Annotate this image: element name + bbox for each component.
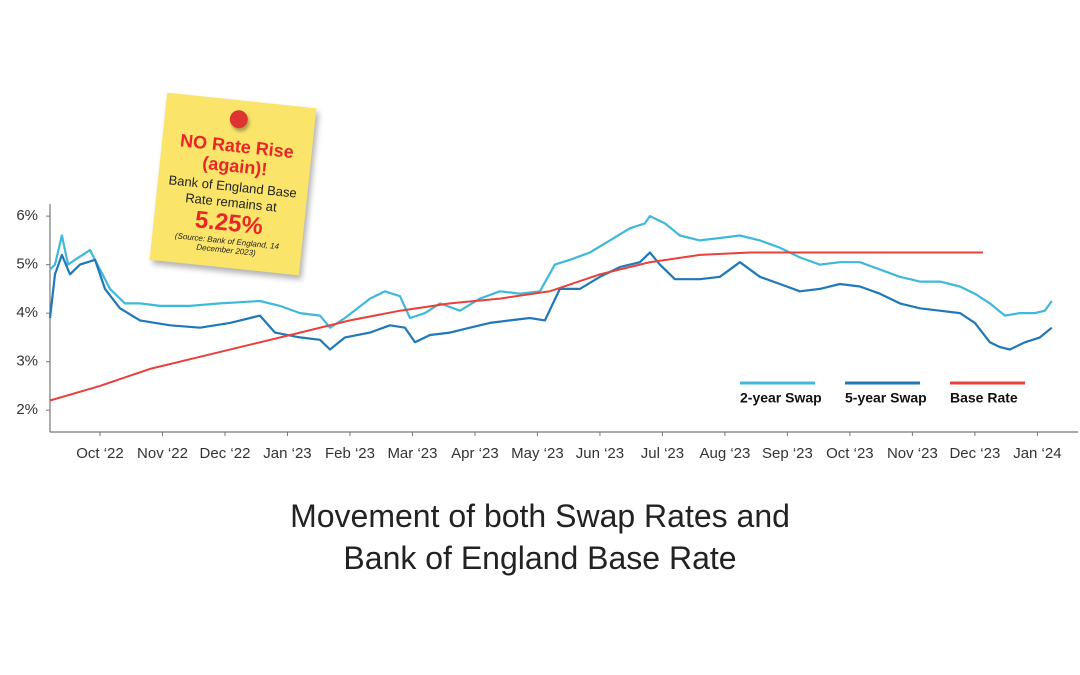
x-tick-label: Nov ‘23 [887, 445, 938, 462]
y-tick-label: 4% [16, 304, 38, 321]
x-tick-label: Aug ‘23 [699, 445, 750, 462]
x-tick-label: Jun ‘23 [576, 445, 624, 462]
pin [228, 109, 249, 130]
chart-title: Movement of both Swap Rates and Bank of … [290, 498, 790, 576]
sticky-note: NO Rate Rise (again)! Bank of England Ba… [149, 92, 317, 276]
legend-label: 5-year Swap [845, 390, 927, 406]
x-tick-label: May ‘23 [511, 445, 564, 462]
x-tick-label: Oct ‘22 [76, 445, 124, 462]
x-tick-label: Feb ‘23 [325, 445, 375, 462]
x-tick-label: Jan ‘24 [1013, 445, 1061, 462]
x-tick-label: Jan ‘23 [263, 445, 311, 462]
x-tick-label: Sep ‘23 [762, 445, 813, 462]
x-tick-label: Jul ‘23 [641, 445, 684, 462]
x-tick-label: Mar ‘23 [387, 445, 437, 462]
y-tick-label: 6% [16, 207, 38, 224]
y-tick-label: 5% [16, 256, 38, 273]
legend-label: Base Rate [950, 390, 1018, 406]
series-line [49, 251, 983, 402]
x-tick-label: Dec ‘22 [200, 445, 251, 462]
legend-label: 2-year Swap [740, 390, 822, 406]
x-tick-label: Nov ‘22 [137, 445, 188, 462]
x-tick-label: Dec ‘23 [949, 445, 1000, 462]
x-tick-label: Oct ‘23 [826, 445, 874, 462]
series-line [48, 251, 1053, 351]
y-tick-label: 2% [16, 401, 38, 418]
series-line [49, 215, 1053, 329]
y-tick-label: 3% [16, 353, 38, 370]
chart: 2% 3% 4% 5% 6% Oct ‘22 Nov ‘22 Dec ‘22 Jan ‘23 Fe… [16, 204, 1078, 462]
x-tick-label: Apr ‘23 [451, 445, 499, 462]
